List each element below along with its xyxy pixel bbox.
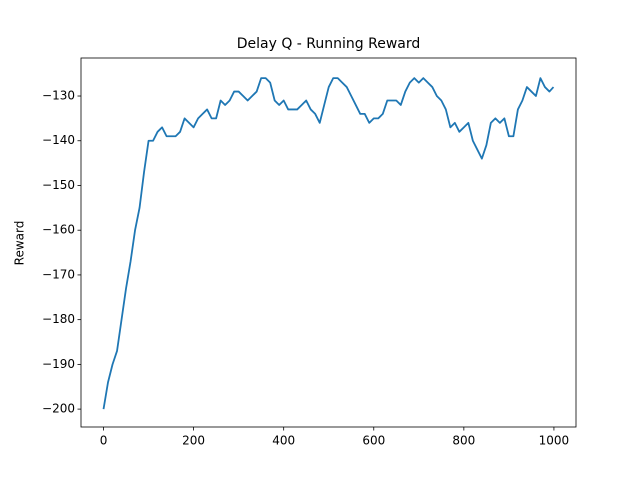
x-tick-label: 200	[182, 434, 205, 448]
y-tick-label: −130	[42, 89, 75, 103]
x-tick-label: 0	[100, 434, 108, 448]
x-tick-label: 600	[362, 434, 385, 448]
y-tick-label: −190	[42, 357, 75, 371]
data-line	[102, 77, 555, 410]
plot-frame	[80, 57, 577, 428]
x-tick-label: 800	[452, 434, 475, 448]
y-tick-label: −140	[42, 133, 75, 147]
x-tick-label: 1000	[539, 434, 570, 448]
x-tick-label: 400	[272, 434, 295, 448]
y-tick-label: −200	[42, 402, 75, 416]
chart-title: Delay Q - Running Reward	[237, 36, 421, 52]
y-tick-label: −170	[42, 267, 75, 281]
y-tick-label: −160	[42, 223, 75, 237]
y-tick-label: −150	[42, 178, 75, 192]
y-axis-label: Reward	[13, 221, 27, 266]
y-tick-label: −180	[42, 312, 75, 326]
